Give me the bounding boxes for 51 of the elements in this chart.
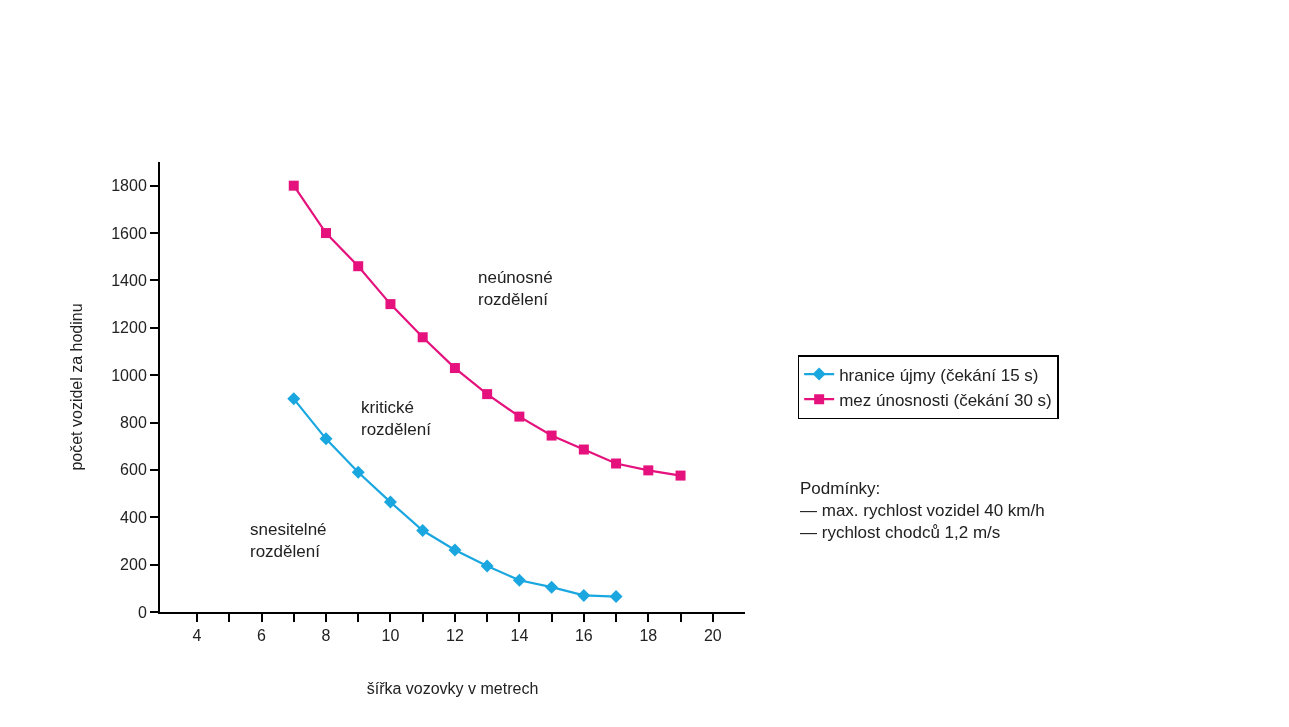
y-tick-label: 800	[120, 414, 147, 432]
point	[319, 432, 333, 446]
point	[480, 559, 494, 573]
y-tick-label: 1000	[111, 366, 147, 384]
point	[609, 590, 623, 604]
y-tick-label: 200	[120, 556, 147, 574]
point	[545, 580, 559, 594]
y-tick-label: 1600	[111, 224, 147, 242]
point	[546, 430, 557, 441]
point	[578, 444, 589, 455]
point	[287, 392, 301, 406]
y-tick-label: 1400	[111, 272, 147, 290]
legend-label: mez únosnosti (čekání 30 s)	[839, 390, 1052, 410]
point	[416, 524, 430, 538]
y-tick-label: 400	[120, 508, 147, 526]
legend-label: hranice újmy (čekání 15 s)	[839, 365, 1039, 385]
text: Podmínky: — max. rychlost vozidel 40 km/h — rychlost chodců 1,2 m/s	[800, 479, 1045, 543]
annotation: neúnosné rozdělení	[478, 268, 553, 310]
point	[577, 588, 591, 602]
y-tick-label: 0	[137, 603, 147, 621]
x-tick-label: 18	[639, 627, 658, 645]
x-tick-label: 10	[381, 627, 400, 645]
point	[353, 261, 364, 272]
x-tick-label: 4	[192, 627, 202, 645]
annotation: kritické rozdělení	[361, 398, 432, 440]
y-tick-label: 1200	[111, 319, 147, 337]
annotation: snesitelné rozdělení	[250, 520, 327, 562]
point	[449, 363, 460, 374]
point	[385, 299, 396, 310]
point	[417, 332, 428, 343]
x-tick-label: 6	[257, 627, 267, 645]
point	[643, 465, 654, 476]
point	[611, 458, 622, 469]
point	[448, 543, 462, 557]
point	[512, 573, 526, 587]
point	[675, 470, 686, 481]
x-tick-label: 16	[574, 627, 593, 645]
y-axis-title: počet vozidel za hodinu	[67, 303, 85, 471]
point	[482, 389, 493, 400]
x-tick-label: 12	[446, 627, 464, 645]
point	[514, 411, 525, 422]
x-tick-label: 20	[703, 627, 722, 645]
point	[383, 495, 397, 509]
x-tick-label: 14	[510, 627, 529, 645]
point	[351, 465, 365, 479]
point	[288, 180, 299, 191]
x-tick-label: 8	[321, 627, 331, 645]
y-tick-label: 600	[120, 461, 147, 479]
point	[320, 228, 331, 239]
y-tick-label: 1800	[111, 177, 147, 195]
x-axis-title: šířka vozovky v metrech	[366, 680, 539, 698]
